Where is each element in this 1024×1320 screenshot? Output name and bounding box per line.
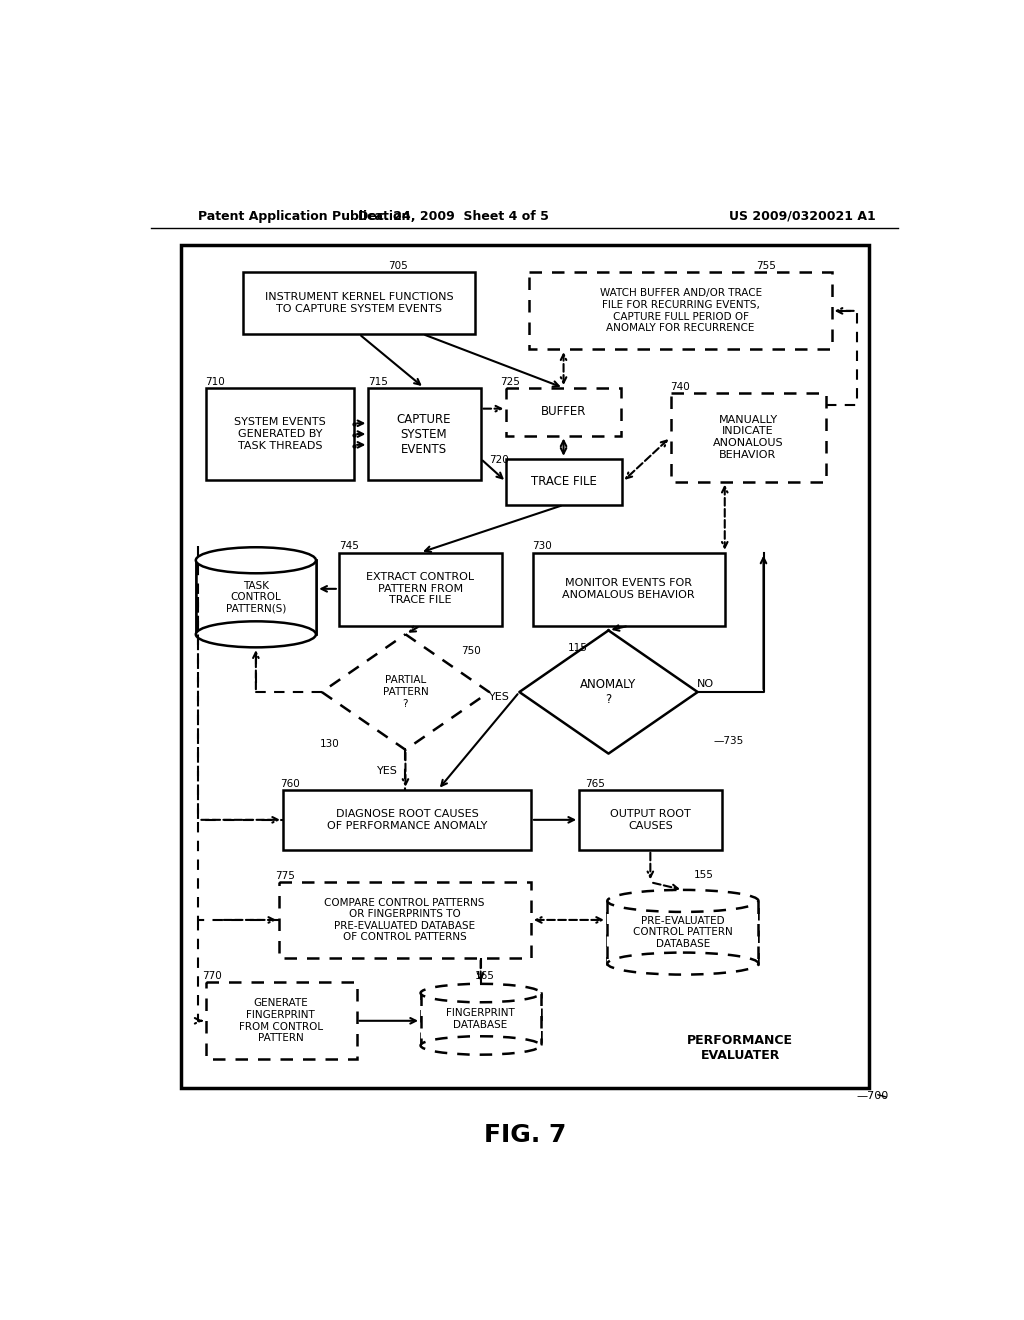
Text: Dec. 24, 2009  Sheet 4 of 5: Dec. 24, 2009 Sheet 4 of 5	[358, 210, 549, 223]
Text: 730: 730	[532, 541, 552, 552]
Ellipse shape	[196, 548, 316, 573]
Text: CAPTURE
SYSTEM
EVENTS: CAPTURE SYSTEM EVENTS	[397, 413, 452, 455]
Text: 765: 765	[586, 779, 605, 788]
Text: 710: 710	[206, 376, 225, 387]
Text: 770: 770	[203, 972, 222, 981]
Text: YES: YES	[489, 693, 510, 702]
Ellipse shape	[196, 622, 316, 647]
Bar	[196, 560, 316, 635]
Text: SYSTEM EVENTS
GENERATED BY
TASK THREADS: SYSTEM EVENTS GENERATED BY TASK THREADS	[234, 417, 326, 450]
Ellipse shape	[607, 890, 759, 912]
Bar	[607, 902, 759, 964]
Bar	[180, 244, 869, 1088]
Text: NO: NO	[696, 678, 714, 689]
Bar	[421, 993, 541, 1045]
Text: INSTRUMENT KERNEL FUNCTIONS
TO CAPTURE SYSTEM EVENTS: INSTRUMENT KERNEL FUNCTIONS TO CAPTURE S…	[264, 292, 454, 314]
Bar	[671, 393, 825, 482]
Text: 745: 745	[339, 541, 358, 552]
Text: TRACE FILE: TRACE FILE	[531, 475, 597, 488]
Bar	[532, 553, 725, 626]
Text: 720: 720	[489, 455, 509, 465]
Text: 750: 750	[461, 647, 481, 656]
Text: MONITOR EVENTS FOR
ANOMALOUS BEHAVIOR: MONITOR EVENTS FOR ANOMALOUS BEHAVIOR	[562, 578, 695, 599]
Bar	[280, 882, 531, 958]
Bar	[579, 789, 722, 850]
Text: 115: 115	[568, 643, 588, 653]
Text: US 2009/0320021 A1: US 2009/0320021 A1	[729, 210, 876, 223]
Text: 715: 715	[369, 376, 388, 387]
Text: FIG. 7: FIG. 7	[483, 1123, 566, 1147]
Bar	[529, 272, 831, 350]
Text: COMPARE CONTROL PATTERNS
OR FINGERPRINTS TO
PRE-EVALUATED DATABASE
OF CONTROL PA: COMPARE CONTROL PATTERNS OR FINGERPRINTS…	[325, 898, 485, 942]
Text: PRE-EVALUATED
CONTROL PATTERN
DATABASE: PRE-EVALUATED CONTROL PATTERN DATABASE	[633, 916, 733, 949]
Text: 755: 755	[756, 261, 775, 271]
Text: PARTIAL
PATTERN
?: PARTIAL PATTERN ?	[383, 676, 428, 709]
Ellipse shape	[607, 953, 759, 974]
Text: GENERATE
FINGERPRINT
FROM CONTROL
PATTERN: GENERATE FINGERPRINT FROM CONTROL PATTER…	[239, 998, 323, 1043]
Ellipse shape	[421, 1036, 541, 1055]
Text: 725: 725	[500, 376, 520, 387]
Bar	[206, 388, 354, 480]
Text: OUTPUT ROOT
CAUSES: OUTPUT ROOT CAUSES	[610, 809, 691, 830]
Text: WATCH BUFFER AND/OR TRACE
FILE FOR RECURRING EVENTS,
CAPTURE FULL PERIOD OF
ANOM: WATCH BUFFER AND/OR TRACE FILE FOR RECUR…	[599, 289, 762, 333]
Bar	[196, 560, 316, 635]
Ellipse shape	[421, 983, 541, 1002]
Text: —700: —700	[856, 1092, 889, 1101]
Bar	[369, 388, 480, 480]
Bar	[243, 272, 475, 334]
Text: 775: 775	[275, 871, 295, 880]
Text: —735: —735	[713, 737, 743, 746]
Text: TASK
CONTROL
PATTERN(S): TASK CONTROL PATTERN(S)	[225, 581, 286, 614]
Text: 740: 740	[671, 381, 690, 392]
Text: 155: 155	[693, 870, 714, 879]
Text: 705: 705	[388, 261, 408, 271]
Text: 130: 130	[321, 739, 340, 748]
Text: PERFORMANCE
EVALUATER: PERFORMANCE EVALUATER	[687, 1034, 794, 1061]
Bar	[283, 789, 531, 850]
Text: ANOMALY
?: ANOMALY ?	[581, 678, 637, 706]
Bar	[506, 459, 623, 506]
Text: DIAGNOSE ROOT CAUSES
OF PERFORMANCE ANOMALY: DIAGNOSE ROOT CAUSES OF PERFORMANCE ANOM…	[327, 809, 487, 830]
Text: Patent Application Publication: Patent Application Publication	[198, 210, 411, 223]
Text: EXTRACT CONTROL
PATTERN FROM
TRACE FILE: EXTRACT CONTROL PATTERN FROM TRACE FILE	[367, 573, 474, 606]
Polygon shape	[519, 631, 697, 754]
Text: FINGERPRINT
DATABASE: FINGERPRINT DATABASE	[446, 1008, 515, 1030]
Bar	[506, 388, 621, 436]
Bar	[421, 993, 541, 1045]
Text: BUFFER: BUFFER	[541, 405, 586, 418]
Text: 760: 760	[280, 779, 300, 788]
Text: MANUALLY
INDICATE
ANONALOUS
BEHAVIOR: MANUALLY INDICATE ANONALOUS BEHAVIOR	[713, 414, 783, 459]
Bar	[607, 902, 759, 964]
Polygon shape	[322, 635, 489, 750]
Bar	[339, 553, 502, 626]
Text: 165: 165	[475, 972, 495, 981]
Text: YES: YES	[377, 766, 398, 776]
Bar	[206, 982, 356, 1059]
